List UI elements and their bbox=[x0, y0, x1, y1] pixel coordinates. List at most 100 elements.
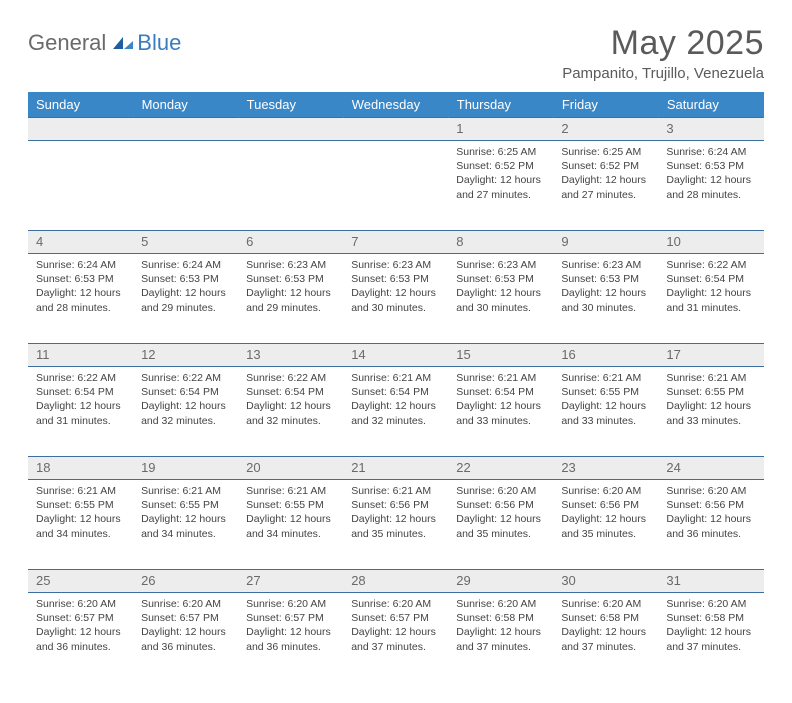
details-cell: Sunrise: 6:20 AMSunset: 6:56 PMDaylight:… bbox=[448, 480, 553, 570]
day-details: Sunrise: 6:22 AMSunset: 6:54 PMDaylight:… bbox=[133, 367, 238, 434]
day-number: 22 bbox=[456, 460, 470, 475]
daynum-row: 45678910 bbox=[28, 231, 764, 254]
details-cell: Sunrise: 6:22 AMSunset: 6:54 PMDaylight:… bbox=[28, 367, 133, 457]
calendar-page: General Blue May 2025 Pampanito, Trujill… bbox=[0, 0, 792, 703]
logo: General Blue bbox=[28, 30, 181, 56]
day-number: 6 bbox=[246, 234, 253, 249]
day-number: 10 bbox=[666, 234, 680, 249]
details-cell: Sunrise: 6:21 AMSunset: 6:55 PMDaylight:… bbox=[28, 480, 133, 570]
day-number: 18 bbox=[36, 460, 50, 475]
daynum-cell: 19 bbox=[133, 457, 238, 480]
calendar-body: 123Sunrise: 6:25 AMSunset: 6:52 PMDaylig… bbox=[28, 118, 764, 683]
logo-text-blue: Blue bbox=[137, 30, 181, 56]
weekday-header: Wednesday bbox=[343, 92, 448, 118]
daynum-cell bbox=[133, 118, 238, 141]
details-cell: Sunrise: 6:24 AMSunset: 6:53 PMDaylight:… bbox=[133, 254, 238, 344]
details-cell: Sunrise: 6:21 AMSunset: 6:55 PMDaylight:… bbox=[238, 480, 343, 570]
daynum-cell: 14 bbox=[343, 344, 448, 367]
calendar-head: SundayMondayTuesdayWednesdayThursdayFrid… bbox=[28, 92, 764, 118]
title-block: May 2025 Pampanito, Trujillo, Venezuela bbox=[562, 24, 764, 82]
daynum-cell: 28 bbox=[343, 570, 448, 593]
daynum-cell bbox=[343, 118, 448, 141]
daynum-cell: 4 bbox=[28, 231, 133, 254]
day-number: 9 bbox=[561, 234, 568, 249]
details-cell: Sunrise: 6:21 AMSunset: 6:56 PMDaylight:… bbox=[343, 480, 448, 570]
daynum-cell: 16 bbox=[553, 344, 658, 367]
daynum-cell: 9 bbox=[553, 231, 658, 254]
header: General Blue May 2025 Pampanito, Trujill… bbox=[28, 24, 764, 82]
details-cell: Sunrise: 6:23 AMSunset: 6:53 PMDaylight:… bbox=[343, 254, 448, 344]
day-details: Sunrise: 6:23 AMSunset: 6:53 PMDaylight:… bbox=[343, 254, 448, 321]
daynum-cell: 7 bbox=[343, 231, 448, 254]
details-cell: Sunrise: 6:24 AMSunset: 6:53 PMDaylight:… bbox=[658, 141, 763, 231]
day-details: Sunrise: 6:20 AMSunset: 6:56 PMDaylight:… bbox=[448, 480, 553, 547]
weekday-row: SundayMondayTuesdayWednesdayThursdayFrid… bbox=[28, 92, 764, 118]
day-number: 3 bbox=[666, 121, 673, 136]
details-cell: Sunrise: 6:21 AMSunset: 6:55 PMDaylight:… bbox=[553, 367, 658, 457]
day-number: 19 bbox=[141, 460, 155, 475]
details-cell: Sunrise: 6:22 AMSunset: 6:54 PMDaylight:… bbox=[238, 367, 343, 457]
daynum-cell: 26 bbox=[133, 570, 238, 593]
day-number: 13 bbox=[246, 347, 260, 362]
daynum-cell: 1 bbox=[448, 118, 553, 141]
day-details: Sunrise: 6:22 AMSunset: 6:54 PMDaylight:… bbox=[28, 367, 133, 434]
day-number: 14 bbox=[351, 347, 365, 362]
day-details: Sunrise: 6:21 AMSunset: 6:55 PMDaylight:… bbox=[238, 480, 343, 547]
logo-text-general: General bbox=[28, 30, 106, 56]
weekday-header: Saturday bbox=[658, 92, 763, 118]
details-cell: Sunrise: 6:25 AMSunset: 6:52 PMDaylight:… bbox=[448, 141, 553, 231]
details-cell: Sunrise: 6:23 AMSunset: 6:53 PMDaylight:… bbox=[553, 254, 658, 344]
sail-icon bbox=[111, 35, 135, 51]
day-number: 16 bbox=[561, 347, 575, 362]
day-number: 24 bbox=[666, 460, 680, 475]
day-details: Sunrise: 6:25 AMSunset: 6:52 PMDaylight:… bbox=[448, 141, 553, 208]
daynum-cell: 27 bbox=[238, 570, 343, 593]
day-details: Sunrise: 6:23 AMSunset: 6:53 PMDaylight:… bbox=[238, 254, 343, 321]
daynum-cell: 24 bbox=[658, 457, 763, 480]
day-number: 2 bbox=[561, 121, 568, 136]
details-cell: Sunrise: 6:20 AMSunset: 6:57 PMDaylight:… bbox=[133, 593, 238, 683]
day-number: 4 bbox=[36, 234, 43, 249]
daynum-cell: 21 bbox=[343, 457, 448, 480]
daynum-cell: 11 bbox=[28, 344, 133, 367]
day-number: 23 bbox=[561, 460, 575, 475]
weekday-header: Thursday bbox=[448, 92, 553, 118]
daynum-cell bbox=[28, 118, 133, 141]
day-details: Sunrise: 6:24 AMSunset: 6:53 PMDaylight:… bbox=[658, 141, 763, 208]
details-row: Sunrise: 6:25 AMSunset: 6:52 PMDaylight:… bbox=[28, 141, 764, 231]
details-cell: Sunrise: 6:20 AMSunset: 6:56 PMDaylight:… bbox=[658, 480, 763, 570]
day-details: Sunrise: 6:21 AMSunset: 6:55 PMDaylight:… bbox=[553, 367, 658, 434]
details-cell: Sunrise: 6:23 AMSunset: 6:53 PMDaylight:… bbox=[448, 254, 553, 344]
daynum-row: 11121314151617 bbox=[28, 344, 764, 367]
day-details: Sunrise: 6:22 AMSunset: 6:54 PMDaylight:… bbox=[658, 254, 763, 321]
details-cell: Sunrise: 6:24 AMSunset: 6:53 PMDaylight:… bbox=[28, 254, 133, 344]
day-number: 8 bbox=[456, 234, 463, 249]
location-text: Pampanito, Trujillo, Venezuela bbox=[562, 65, 764, 82]
details-cell: Sunrise: 6:21 AMSunset: 6:55 PMDaylight:… bbox=[658, 367, 763, 457]
details-cell: Sunrise: 6:20 AMSunset: 6:57 PMDaylight:… bbox=[343, 593, 448, 683]
day-number: 27 bbox=[246, 573, 260, 588]
day-details: Sunrise: 6:21 AMSunset: 6:55 PMDaylight:… bbox=[658, 367, 763, 434]
day-details: Sunrise: 6:23 AMSunset: 6:53 PMDaylight:… bbox=[448, 254, 553, 321]
day-details: Sunrise: 6:20 AMSunset: 6:57 PMDaylight:… bbox=[238, 593, 343, 660]
month-title: May 2025 bbox=[562, 24, 764, 63]
day-number: 25 bbox=[36, 573, 50, 588]
daynum-row: 18192021222324 bbox=[28, 457, 764, 480]
details-cell: Sunrise: 6:22 AMSunset: 6:54 PMDaylight:… bbox=[658, 254, 763, 344]
day-details: Sunrise: 6:23 AMSunset: 6:53 PMDaylight:… bbox=[553, 254, 658, 321]
day-details: Sunrise: 6:20 AMSunset: 6:58 PMDaylight:… bbox=[448, 593, 553, 660]
details-cell: Sunrise: 6:23 AMSunset: 6:53 PMDaylight:… bbox=[238, 254, 343, 344]
daynum-cell: 2 bbox=[553, 118, 658, 141]
day-details: Sunrise: 6:22 AMSunset: 6:54 PMDaylight:… bbox=[238, 367, 343, 434]
daynum-cell bbox=[238, 118, 343, 141]
day-details: Sunrise: 6:20 AMSunset: 6:57 PMDaylight:… bbox=[343, 593, 448, 660]
daynum-cell: 25 bbox=[28, 570, 133, 593]
day-details: Sunrise: 6:24 AMSunset: 6:53 PMDaylight:… bbox=[133, 254, 238, 321]
details-cell: Sunrise: 6:25 AMSunset: 6:52 PMDaylight:… bbox=[553, 141, 658, 231]
day-number: 15 bbox=[456, 347, 470, 362]
details-cell: Sunrise: 6:20 AMSunset: 6:56 PMDaylight:… bbox=[553, 480, 658, 570]
day-number: 1 bbox=[456, 121, 463, 136]
day-number: 11 bbox=[36, 347, 50, 362]
details-cell: Sunrise: 6:20 AMSunset: 6:58 PMDaylight:… bbox=[448, 593, 553, 683]
day-number: 21 bbox=[351, 460, 365, 475]
